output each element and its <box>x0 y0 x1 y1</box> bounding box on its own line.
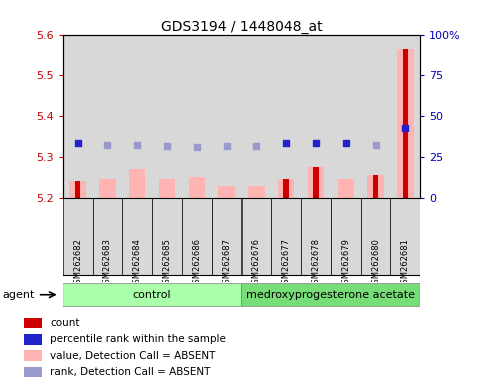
FancyBboxPatch shape <box>63 283 242 306</box>
Bar <box>24 351 42 361</box>
Text: count: count <box>50 318 80 328</box>
Text: GSM262687: GSM262687 <box>222 238 231 289</box>
Point <box>74 140 82 146</box>
Bar <box>271 198 301 275</box>
Point <box>253 142 260 149</box>
Bar <box>308 167 324 198</box>
Bar <box>93 35 122 198</box>
Point <box>163 142 171 149</box>
Text: rank, Detection Call = ABSENT: rank, Detection Call = ABSENT <box>50 367 211 377</box>
Text: GSM262685: GSM262685 <box>163 238 171 289</box>
Point <box>282 140 290 146</box>
Text: GSM262683: GSM262683 <box>103 238 112 289</box>
Bar <box>403 49 408 198</box>
Bar <box>218 185 235 198</box>
Bar <box>129 169 145 198</box>
Text: GSM262676: GSM262676 <box>252 238 261 289</box>
Bar <box>152 198 182 275</box>
Point <box>372 142 380 148</box>
Title: GDS3194 / 1448048_at: GDS3194 / 1448048_at <box>161 20 322 33</box>
Text: GSM262684: GSM262684 <box>133 238 142 289</box>
Point <box>133 142 141 148</box>
Bar <box>182 35 212 198</box>
Point <box>401 125 409 131</box>
Bar <box>63 198 93 275</box>
Text: GSM262677: GSM262677 <box>282 238 291 289</box>
Point <box>193 144 201 150</box>
Bar <box>63 35 93 198</box>
Bar <box>70 181 86 198</box>
FancyBboxPatch shape <box>242 283 420 306</box>
Bar <box>361 198 390 275</box>
Point <box>312 140 320 146</box>
Bar <box>24 334 42 344</box>
Bar <box>242 198 271 275</box>
Bar <box>242 35 271 198</box>
Point <box>223 142 230 149</box>
Bar <box>189 177 205 198</box>
Bar <box>331 198 361 275</box>
Bar <box>284 179 289 198</box>
Bar <box>212 35 242 198</box>
Bar <box>301 35 331 198</box>
Bar <box>338 179 354 198</box>
Bar <box>159 179 175 198</box>
Bar <box>397 49 413 198</box>
Bar <box>122 35 152 198</box>
Bar <box>271 35 301 198</box>
Bar <box>24 367 42 377</box>
Text: GSM262682: GSM262682 <box>73 238 82 289</box>
Text: GSM262678: GSM262678 <box>312 238 320 289</box>
Bar <box>152 35 182 198</box>
Bar <box>212 198 242 275</box>
Bar <box>99 179 115 198</box>
Text: control: control <box>133 290 171 300</box>
Bar <box>93 198 122 275</box>
Text: GSM262679: GSM262679 <box>341 238 350 289</box>
Bar <box>122 198 152 275</box>
Text: medroxyprogesterone acetate: medroxyprogesterone acetate <box>246 290 415 300</box>
Text: GSM262686: GSM262686 <box>192 238 201 289</box>
Point <box>342 140 350 146</box>
Bar <box>390 198 420 275</box>
Bar <box>313 167 319 198</box>
Bar <box>24 318 42 328</box>
Text: GSM262681: GSM262681 <box>401 238 410 289</box>
Bar <box>390 35 420 198</box>
Bar <box>373 175 378 198</box>
Text: agent: agent <box>2 290 35 300</box>
Bar <box>361 35 390 198</box>
Bar <box>182 198 212 275</box>
Bar <box>278 179 294 198</box>
Bar <box>75 181 80 198</box>
Point <box>104 142 112 148</box>
Bar <box>331 35 361 198</box>
Text: percentile rank within the sample: percentile rank within the sample <box>50 334 226 344</box>
Bar <box>301 198 331 275</box>
Text: GSM262680: GSM262680 <box>371 238 380 289</box>
Bar <box>248 185 265 198</box>
Bar <box>368 175 384 198</box>
Text: value, Detection Call = ABSENT: value, Detection Call = ABSENT <box>50 351 215 361</box>
